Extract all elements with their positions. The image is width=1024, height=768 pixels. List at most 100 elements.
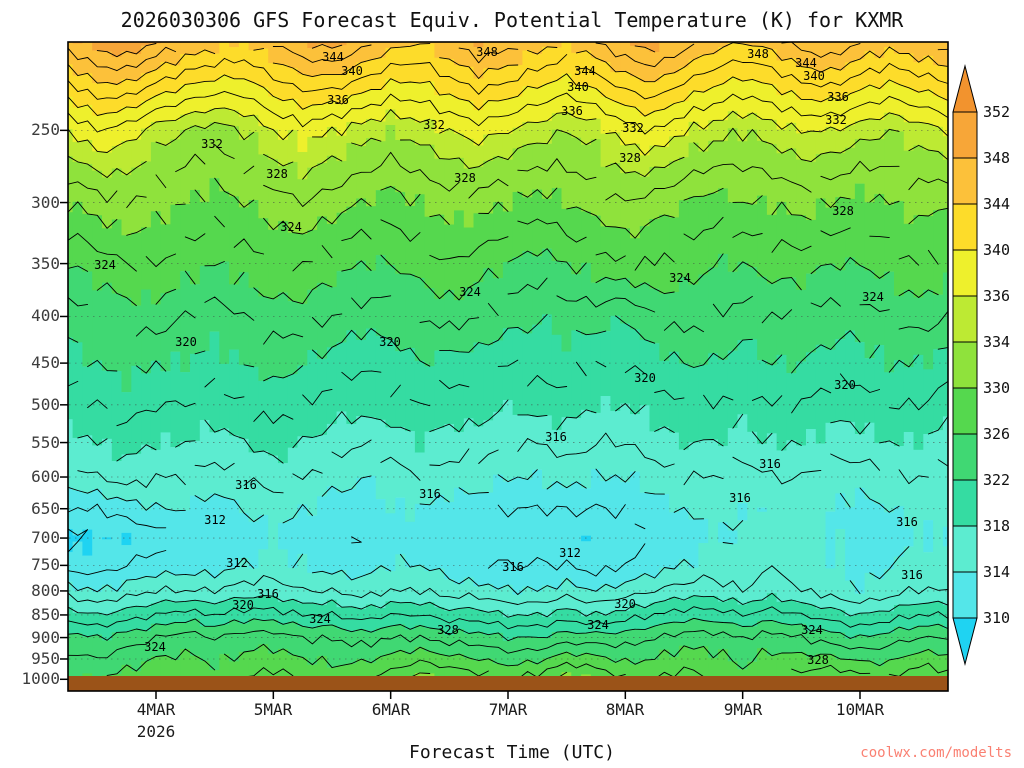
contour-line	[67, 144, 949, 209]
contour-line	[67, 432, 949, 605]
colorbar-label: 326	[983, 425, 1011, 443]
contour-line	[67, 177, 949, 680]
contour-line	[67, 90, 949, 135]
colorbar-label: 322	[983, 471, 1011, 489]
contour-label: 336	[327, 93, 349, 107]
y-tick-label: 1000	[21, 669, 60, 688]
colorbar-segment	[952, 111, 978, 159]
colorbar-label: 348	[983, 149, 1011, 167]
y-tick-label: 450	[31, 353, 60, 372]
colorbar-label: 330	[983, 379, 1011, 397]
contour-line	[67, 73, 949, 117]
contour-line	[67, 54, 949, 100]
y-tick-label: 600	[31, 467, 60, 486]
contour-label: 312	[559, 546, 581, 560]
y-tick-label: 900	[31, 628, 60, 647]
colorbar-label: 334	[983, 333, 1011, 351]
contour-label: 316	[896, 515, 918, 529]
contour-label: 336	[561, 104, 583, 118]
colorbar-label: 314	[983, 563, 1011, 581]
contour-label: 320	[175, 335, 197, 349]
colorbar-label: 336	[983, 287, 1011, 305]
colorbar-segment	[952, 479, 978, 527]
contour-label: 328	[807, 653, 829, 667]
colorbar-label: 352	[983, 103, 1011, 121]
contour-label: 324	[801, 623, 823, 637]
contour-line	[67, 359, 949, 630]
y-tick-label: 350	[31, 254, 60, 273]
contour-line	[67, 277, 949, 659]
contour-line	[67, 399, 949, 618]
colorbar-label: 318	[983, 517, 1011, 535]
colorbar-segment	[952, 157, 978, 205]
contour-label: 332	[201, 137, 223, 151]
y-tick-label: 750	[31, 555, 60, 574]
contour-label: 332	[825, 113, 847, 127]
contour-label: 316	[235, 478, 257, 492]
contour-label: 328	[832, 204, 854, 218]
contour-line	[67, 468, 910, 595]
colorbar-segment	[952, 341, 978, 389]
contour-label: 324	[587, 618, 609, 632]
contour-label: 344	[322, 50, 344, 64]
contour-label: 324	[144, 640, 166, 654]
y-tick-label: 950	[31, 649, 60, 668]
contour-label: 316	[545, 430, 567, 444]
y-tick-label: 700	[31, 528, 60, 547]
watermark-link[interactable]: coolwx.com/modelts	[860, 745, 1012, 761]
y-tick-label: 800	[31, 581, 60, 600]
x-tick-label: 5MAR	[253, 700, 293, 719]
colorbar-label: 340	[983, 241, 1011, 259]
y-tick-label: 250	[31, 120, 60, 139]
x-tick-label: 9MAR	[723, 700, 763, 719]
contour-line	[67, 313, 949, 642]
contour-label: 324	[862, 290, 884, 304]
contour-label: 316	[502, 560, 524, 574]
contour-label: 316	[419, 487, 441, 501]
y-tick-label: 650	[31, 499, 60, 518]
colorbar-label: 310	[983, 609, 1011, 627]
x-axis-year-label: 2026	[136, 722, 176, 741]
contour-label: 344	[574, 64, 596, 78]
contour-label: 316	[257, 587, 279, 601]
contour-label: 324	[669, 271, 691, 285]
plot-frame	[67, 41, 949, 692]
contour-line	[67, 107, 949, 156]
colorbar-segment	[952, 249, 978, 297]
contour-label: 324	[280, 220, 302, 234]
contour-label: 348	[747, 47, 769, 61]
colorbar-arrow-top	[952, 64, 978, 113]
contour-line	[67, 503, 646, 577]
contour-line	[67, 121, 949, 180]
contour-line	[67, 42, 949, 85]
x-tick-label: 10MAR	[835, 700, 885, 719]
y-tick-label: 550	[31, 433, 60, 452]
colorbar-label: 344	[983, 195, 1011, 213]
contour-label: 328	[266, 167, 288, 181]
contour-line	[96, 43, 656, 58]
contour-line	[67, 528, 89, 553]
contour-label: 320	[379, 335, 401, 349]
colorbar-segment	[952, 387, 978, 435]
colorbar-segment	[952, 571, 978, 619]
colorbar-segment	[952, 433, 978, 481]
contour-label: 324	[309, 612, 331, 626]
chart-title: 2026030306 GFS Forecast Equiv. Potential…	[120, 8, 904, 32]
y-tick-label: 300	[31, 193, 60, 212]
contour-label: 316	[729, 491, 751, 505]
contour-label: 340	[341, 64, 363, 78]
contour-label: 340	[567, 80, 589, 94]
contour-label: 312	[226, 556, 248, 570]
x-tick-label: 6MAR	[371, 700, 411, 719]
x-tick-label: 7MAR	[488, 700, 528, 719]
colorbar-arrow-bottom	[952, 617, 978, 666]
contour-label: 316	[759, 457, 781, 471]
surface-ground-band	[68, 676, 948, 691]
contour-label: 328	[454, 171, 476, 185]
contour-label: 348	[476, 45, 498, 59]
contour-label: 340	[803, 69, 825, 83]
contour-line	[67, 41, 949, 72]
contour-label: 312	[204, 513, 226, 527]
